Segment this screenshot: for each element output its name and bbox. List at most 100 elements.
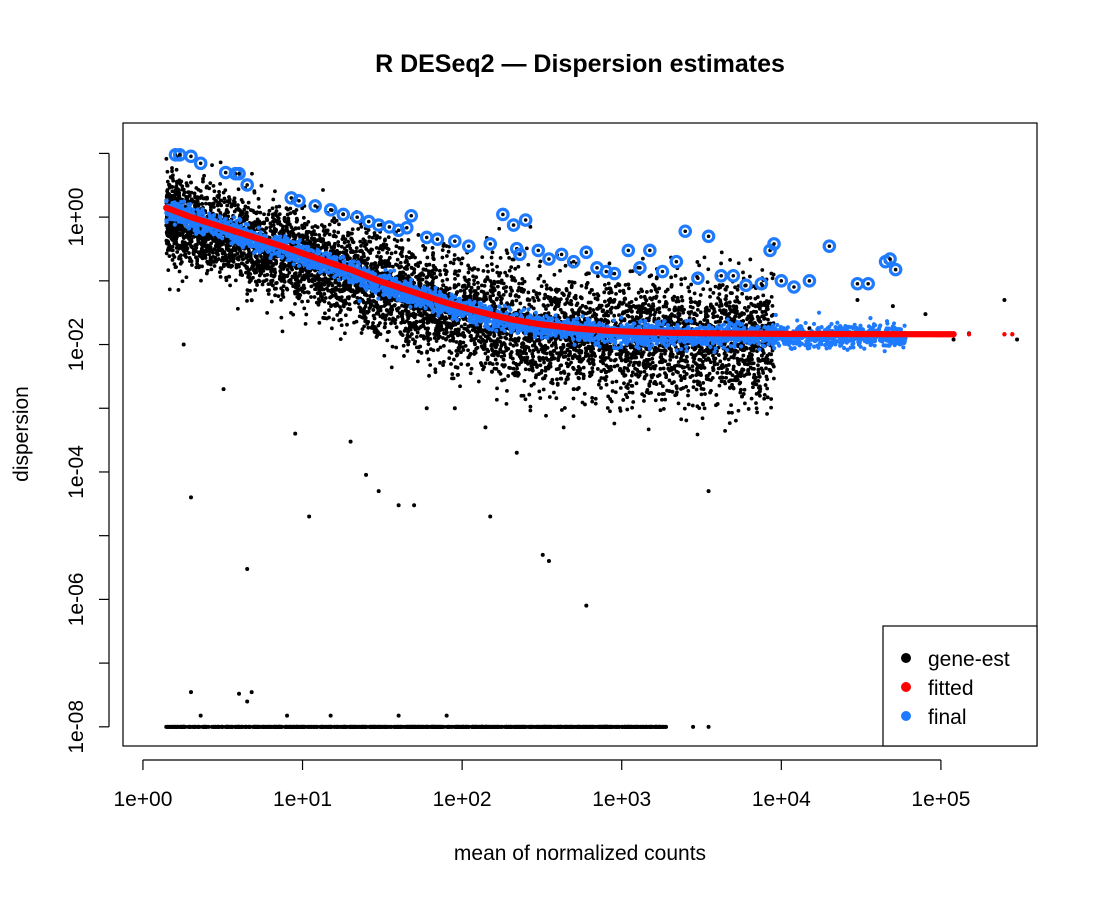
gene-est-point: [749, 301, 754, 306]
gene-est-point: [468, 334, 473, 339]
gene-est-point: [690, 403, 695, 408]
gene-est-point: [715, 362, 720, 367]
gene-est-point: [756, 363, 760, 368]
gene-est-point: [538, 396, 543, 400]
gene-est-point: [270, 206, 275, 211]
gene-est-point: [563, 263, 568, 268]
gene-est-point: [728, 258, 732, 262]
gene-est-point: [740, 291, 745, 296]
gene-est-point: [753, 379, 758, 383]
gene-est-point: [406, 274, 411, 279]
gene-est-point: [587, 374, 592, 379]
gene-est-point: [452, 285, 457, 290]
gene-est-point: [718, 308, 722, 313]
gene-est-point: [590, 314, 595, 318]
gene-est-point: [544, 351, 549, 356]
gene-est-point: [336, 240, 341, 244]
gene-est-point: [268, 228, 273, 233]
gene-est-point: [207, 186, 212, 191]
gene-est-point: [736, 408, 741, 413]
gene-est-point: [200, 202, 205, 206]
gene-est-point: [425, 255, 430, 260]
gene-est-point: [416, 261, 420, 266]
gene-est-point: [488, 279, 493, 283]
gene-est-point: [218, 211, 223, 215]
gene-est-point: [580, 400, 585, 405]
points-layer: [164, 148, 1020, 729]
gene-est-point: [584, 285, 589, 290]
gene-est-point: [715, 314, 720, 319]
gene-est-point: [431, 256, 436, 261]
gene-est-point: [498, 256, 503, 260]
gene-est-point: [284, 206, 289, 211]
gene-est-point: [340, 237, 345, 242]
gene-est-point: [713, 320, 718, 325]
gene-est-point: [591, 352, 596, 357]
gene-est-point: [470, 328, 475, 332]
gene-est-point: [724, 294, 729, 298]
gene-est-point: [567, 279, 572, 284]
gene-est-point: [458, 384, 462, 389]
gene-est-point: [346, 307, 351, 311]
gene-est-point: [495, 284, 500, 289]
gene-est-point: [595, 274, 600, 279]
gene-est-point: [627, 390, 632, 395]
gene-est-point: [327, 308, 331, 312]
gene-est-point: [723, 287, 728, 292]
gene-est-point: [663, 371, 667, 376]
gene-est-point: [457, 268, 462, 273]
chart-title: R DESeq2 — Dispersion estimates: [375, 50, 785, 78]
gene-est-point: [756, 358, 761, 363]
gene-est-point: [454, 340, 459, 344]
gene-est-point: [731, 354, 736, 359]
gene-est-point: [639, 308, 643, 313]
gene-est-point: [278, 275, 283, 279]
gene-est-point: [697, 263, 702, 268]
gene-est-point: [663, 397, 668, 402]
gene-est-point: [449, 362, 453, 366]
gene-est-point: [690, 364, 695, 369]
gene-est-point: [209, 241, 213, 246]
gene-est-point: [734, 299, 738, 304]
gene-est-point: [164, 251, 169, 256]
gene-est-point: [389, 251, 394, 256]
gene-est-point: [350, 227, 355, 232]
gene-est-point: [658, 366, 663, 371]
gene-est-point: [679, 378, 684, 383]
gene-est-point: [509, 265, 514, 270]
gene-est-point: [664, 304, 669, 309]
gene-est-point: [395, 263, 400, 268]
gene-est-point: [733, 418, 738, 423]
gene-est-point: [475, 280, 480, 285]
gene-est-point: [464, 286, 469, 290]
gene-est-point: [497, 273, 501, 278]
gene-est-point: [407, 313, 412, 318]
gene-est-point: [724, 353, 729, 358]
gene-est-point: [289, 310, 293, 315]
gene-est-point: [377, 321, 382, 325]
gene-est-point: [698, 293, 703, 297]
gene-est-point: [421, 323, 425, 328]
gene-est-point: [489, 262, 494, 267]
gene-est-point: [714, 393, 719, 397]
gene-est-point: [515, 366, 519, 371]
gene-est-point: [210, 163, 214, 168]
gene-est-point: [403, 260, 408, 265]
gene-est-point: [368, 302, 373, 307]
gene-est-point: [321, 188, 325, 192]
gene-est-point: [343, 331, 347, 336]
gene-est-point: [695, 432, 700, 437]
gene-est-point: [544, 413, 548, 418]
gene-est-point: [428, 363, 433, 367]
gene-est-point: [628, 269, 633, 274]
gene-est-point: [509, 274, 514, 279]
gene-est-point: [544, 286, 549, 291]
gene-est-point: [605, 406, 610, 410]
gene-est-point: [624, 348, 628, 352]
gene-est-point: [294, 208, 299, 212]
gene-est-point: [501, 357, 506, 362]
gene-est-point: [710, 376, 715, 380]
gene-est-point: [630, 370, 635, 375]
gene-est-point: [676, 299, 681, 304]
gene-est-point: [453, 276, 457, 281]
